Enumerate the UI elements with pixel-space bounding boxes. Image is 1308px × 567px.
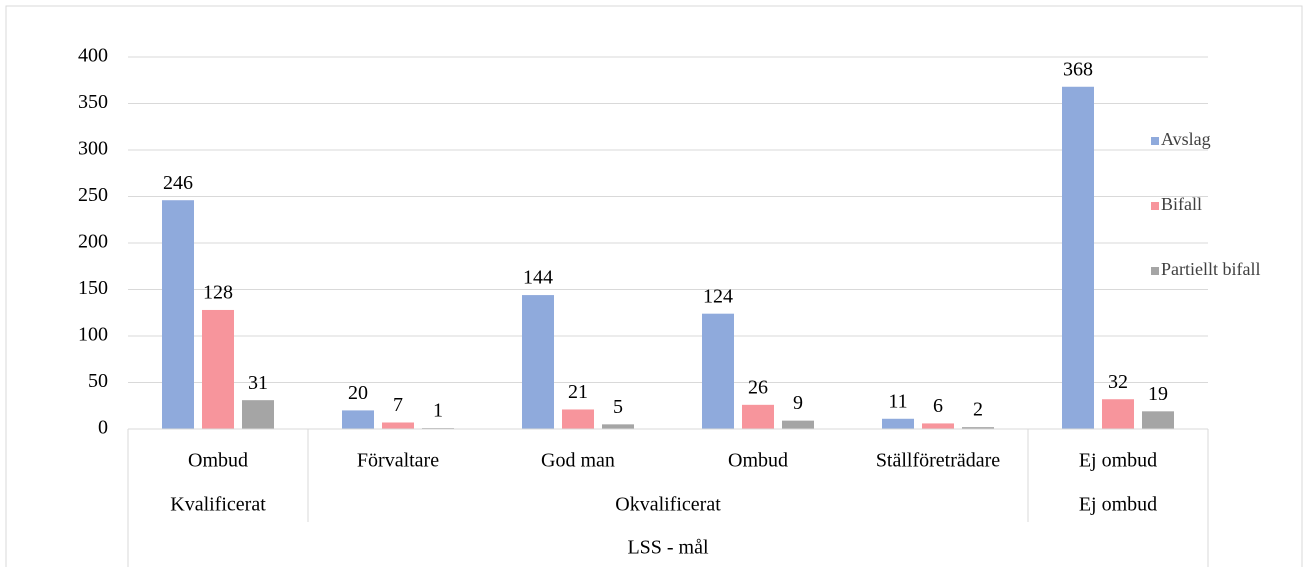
- chart-frame: [5, 5, 1303, 567]
- x-tick-label: God man: [541, 450, 615, 472]
- bar: [562, 409, 594, 429]
- bar: [922, 423, 954, 429]
- legend-swatch: [1151, 137, 1159, 145]
- value-label: 26: [748, 376, 768, 398]
- value-label: 21: [568, 381, 588, 403]
- group-label: Kvalificerat: [170, 494, 266, 516]
- y-tick-label: 300: [78, 138, 108, 160]
- legend-swatch: [1151, 267, 1159, 275]
- y-tick-label: 350: [78, 91, 108, 113]
- bar: [162, 200, 194, 429]
- bar: [882, 418, 914, 429]
- x-tick-label: Ej ombud: [1079, 450, 1157, 472]
- bar: [962, 427, 994, 429]
- bar: [782, 420, 814, 429]
- y-tick-label: 250: [78, 184, 108, 206]
- bar: [742, 404, 774, 429]
- bar: [1062, 86, 1094, 429]
- x-tick-label: Ombud: [728, 450, 788, 472]
- value-label: 6: [933, 395, 943, 417]
- bar: [202, 309, 234, 429]
- value-label: 11: [888, 390, 907, 412]
- legend-label: Partiellt bifall: [1161, 259, 1260, 279]
- bar: [342, 410, 374, 429]
- y-tick-label: 0: [98, 417, 108, 439]
- group-title: LSS - mål: [627, 537, 709, 559]
- y-tick-label: 400: [78, 45, 108, 67]
- x-tick-label: Ombud: [188, 450, 248, 472]
- value-label: 1: [433, 400, 443, 422]
- y-tick-label: 200: [78, 231, 108, 253]
- legend-label: Avslag: [1161, 129, 1211, 149]
- y-tick-label: 100: [78, 324, 108, 346]
- y-tick-label: 50: [88, 370, 108, 392]
- value-label: 246: [163, 172, 193, 194]
- bar: [602, 424, 634, 429]
- legend-label: Bifall: [1161, 194, 1202, 214]
- value-label: 32: [1108, 371, 1128, 393]
- group-label: Ej ombud: [1079, 494, 1157, 516]
- x-tick-label: Ställföreträdare: [876, 450, 1000, 472]
- value-label: 9: [793, 392, 803, 414]
- value-label: 368: [1063, 58, 1093, 80]
- value-label: 31: [248, 372, 268, 394]
- y-tick-label: 150: [78, 277, 108, 299]
- bar: [702, 313, 734, 429]
- group-label: Okvalificerat: [615, 494, 721, 516]
- value-label: 19: [1148, 383, 1168, 405]
- value-label: 20: [348, 382, 368, 404]
- bar: [522, 295, 554, 429]
- value-label: 128: [203, 282, 233, 304]
- value-label: 124: [703, 285, 733, 307]
- bar: [1102, 399, 1134, 429]
- legend-swatch: [1151, 202, 1159, 210]
- bar: [242, 400, 274, 429]
- value-label: 144: [523, 267, 553, 289]
- bar: [382, 422, 414, 429]
- x-tick-label: Förvaltare: [357, 450, 439, 472]
- value-label: 5: [613, 396, 623, 418]
- value-label: 7: [393, 394, 403, 416]
- value-label: 2: [973, 399, 983, 421]
- bar: [1142, 411, 1174, 429]
